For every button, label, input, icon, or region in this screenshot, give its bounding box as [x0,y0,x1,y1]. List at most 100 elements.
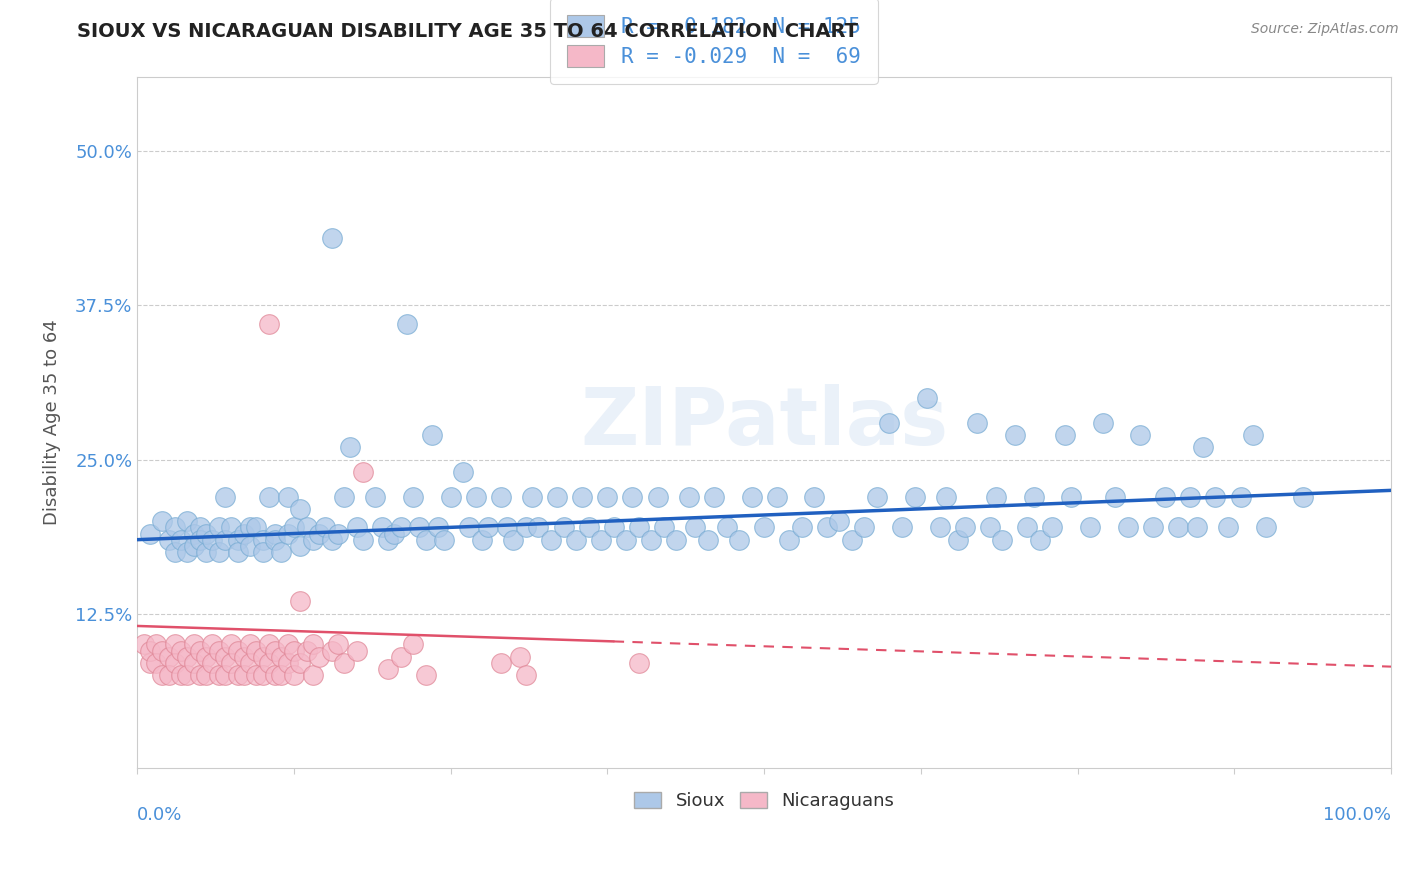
Point [553,520,575,534]
Point [326,526,349,541]
Point [139,656,162,670]
Point [1292,490,1315,504]
Point [321,533,343,547]
Point [1116,520,1139,534]
Point [1254,520,1277,534]
Point [170,643,193,657]
Point [139,526,162,541]
Point [741,490,763,504]
Point [346,643,368,657]
Point [308,526,330,541]
Text: ZIPatlas: ZIPatlas [581,384,948,461]
Point [257,317,280,331]
Point [290,501,312,516]
Point [176,545,198,559]
Point [326,637,349,651]
Point [509,649,531,664]
Point [245,520,267,534]
Point [1022,490,1045,504]
Point [232,526,254,541]
Point [647,490,669,504]
Point [150,514,173,528]
Point [264,533,287,547]
Point [226,533,249,547]
Point [696,533,718,547]
Point [170,668,193,682]
Point [257,490,280,504]
Legend: Sioux, Nicaraguans: Sioux, Nicaraguans [627,785,901,817]
Point [145,656,167,670]
Point [1192,440,1215,454]
Point [596,490,619,504]
Point [195,545,218,559]
Point [841,533,863,547]
Point [321,643,343,657]
Point [364,490,387,504]
Point [440,490,463,504]
Point [219,520,242,534]
Point [565,533,588,547]
Point [239,539,262,553]
Point [195,668,218,682]
Point [1180,490,1202,504]
Point [464,490,486,504]
Point [540,533,562,547]
Point [496,520,519,534]
Point [627,520,650,534]
Point [402,490,425,504]
Point [578,520,600,534]
Point [188,520,211,534]
Point [546,490,568,504]
Text: 0.0%: 0.0% [138,805,183,823]
Point [953,520,976,534]
Point [157,533,180,547]
Point [290,594,312,608]
Point [352,465,374,479]
Point [471,533,494,547]
Point [176,649,198,664]
Text: Source: ZipAtlas.com: Source: ZipAtlas.com [1251,22,1399,37]
Point [665,533,688,547]
Point [277,656,299,670]
Point [301,533,323,547]
Point [188,533,211,547]
Point [602,520,624,534]
Point [283,520,305,534]
Point [163,520,186,534]
Point [170,533,193,547]
Point [264,643,287,657]
Point [195,649,218,664]
Point [458,520,481,534]
Point [1154,490,1177,504]
Point [252,649,274,664]
Point [451,465,474,479]
Point [678,490,700,504]
Point [277,637,299,651]
Point [415,533,437,547]
Point [891,520,914,534]
Point [627,656,650,670]
Point [321,230,343,244]
Point [295,520,318,534]
Point [433,533,456,547]
Point [703,490,725,504]
Point [991,533,1014,547]
Point [1017,520,1039,534]
Point [239,520,262,534]
Point [640,533,662,547]
Point [232,649,254,664]
Point [1042,520,1064,534]
Y-axis label: Disability Age 35 to 64: Disability Age 35 to 64 [44,319,60,525]
Point [828,514,851,528]
Point [339,440,361,454]
Point [1053,428,1076,442]
Point [333,656,356,670]
Point [778,533,800,547]
Point [219,656,242,670]
Point [145,637,167,651]
Point [201,656,224,670]
Point [195,526,218,541]
Point [214,668,236,682]
Point [489,656,512,670]
Point [389,520,412,534]
